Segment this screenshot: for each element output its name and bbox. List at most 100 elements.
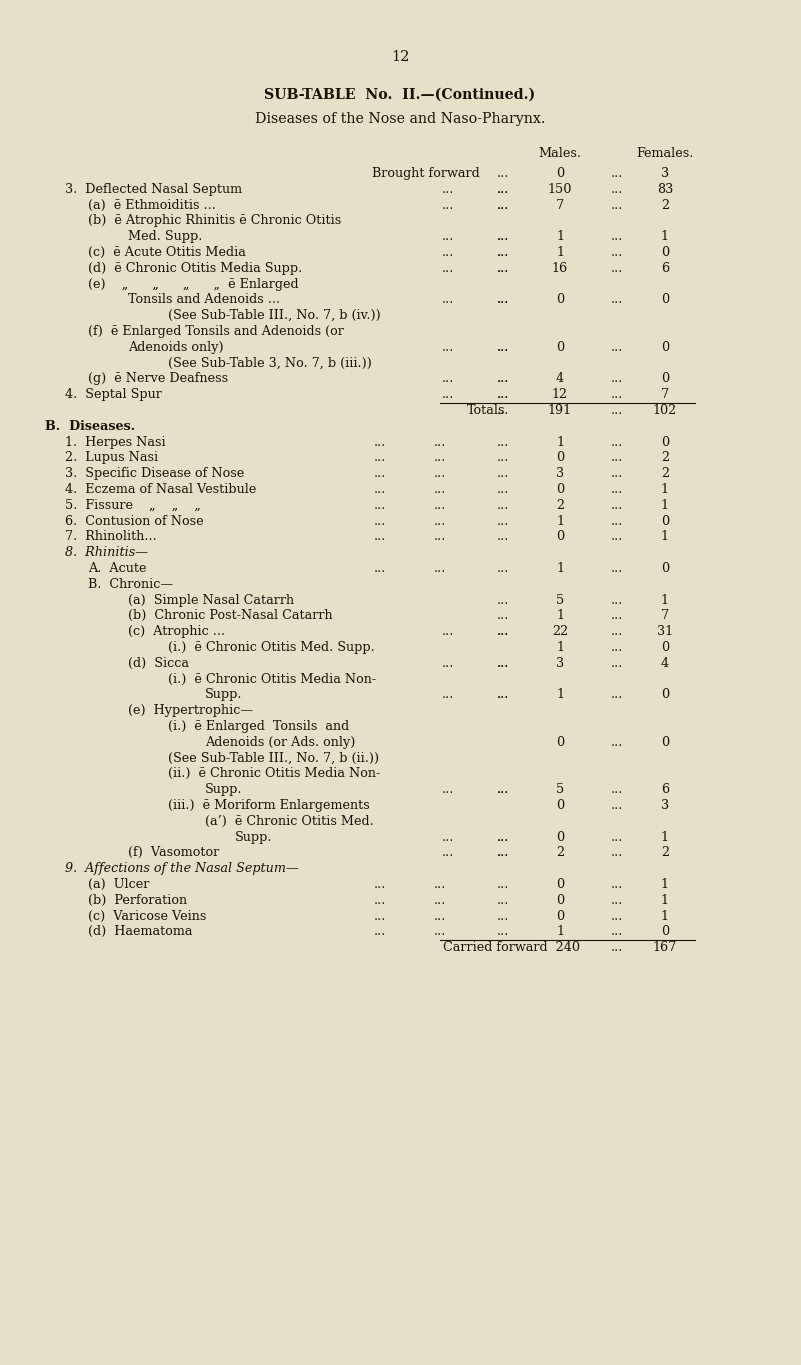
Text: ...: ... xyxy=(442,657,454,670)
Text: ...: ... xyxy=(374,909,386,923)
Text: ...: ... xyxy=(497,625,509,639)
Text: Males.: Males. xyxy=(538,147,582,160)
Text: 5.  Fissure    „    „    „: 5. Fissure „ „ „ xyxy=(65,498,201,512)
Text: ...: ... xyxy=(611,830,623,844)
Text: (i.)  ē Chronic Otitis Media Non-: (i.) ē Chronic Otitis Media Non- xyxy=(168,673,376,685)
Text: ...: ... xyxy=(497,293,509,306)
Text: (ii.)  ē Chronic Otitis Media Non-: (ii.) ē Chronic Otitis Media Non- xyxy=(168,767,380,781)
Text: 1: 1 xyxy=(556,515,564,528)
Text: ...: ... xyxy=(497,373,509,385)
Text: 0: 0 xyxy=(556,830,564,844)
Text: (a)  Simple Nasal Catarrh: (a) Simple Nasal Catarrh xyxy=(128,594,294,606)
Text: ...: ... xyxy=(611,925,623,938)
Text: 1: 1 xyxy=(556,435,564,449)
Text: 3: 3 xyxy=(556,467,564,480)
Text: (c)  ē Acute Otitis Media: (c) ē Acute Otitis Media xyxy=(88,246,246,259)
Text: ...: ... xyxy=(497,498,509,512)
Text: 3.  Specific Disease of Nose: 3. Specific Disease of Nose xyxy=(65,467,244,480)
Text: 167: 167 xyxy=(653,942,677,954)
Text: ...: ... xyxy=(497,515,509,528)
Text: ...: ... xyxy=(374,515,386,528)
Text: ...: ... xyxy=(611,246,623,259)
Text: ...: ... xyxy=(434,515,446,528)
Text: Supp.: Supp. xyxy=(205,784,243,796)
Text: 2: 2 xyxy=(661,467,669,480)
Text: ...: ... xyxy=(611,183,623,195)
Text: Adenoids (or Ads. only): Adenoids (or Ads. only) xyxy=(205,736,356,749)
Text: 1: 1 xyxy=(556,231,564,243)
Text: 0: 0 xyxy=(661,562,669,575)
Text: ...: ... xyxy=(497,562,509,575)
Text: 1: 1 xyxy=(661,909,669,923)
Text: ...: ... xyxy=(442,388,454,401)
Text: 1: 1 xyxy=(556,642,564,654)
Text: 1: 1 xyxy=(556,562,564,575)
Text: ...: ... xyxy=(374,562,386,575)
Text: (i.)  ē Enlarged  Tonsils  and: (i.) ē Enlarged Tonsils and xyxy=(168,719,349,733)
Text: ...: ... xyxy=(442,341,454,354)
Text: ...: ... xyxy=(497,167,509,180)
Text: 6: 6 xyxy=(661,262,669,274)
Text: 1: 1 xyxy=(661,894,669,906)
Text: ...: ... xyxy=(497,609,509,622)
Text: 0: 0 xyxy=(661,736,669,749)
Text: ...: ... xyxy=(611,625,623,639)
Text: ...: ... xyxy=(497,198,509,212)
Text: Carried forward  240: Carried forward 240 xyxy=(443,942,580,954)
Text: (See Sub-Table III., No. 7, b (ii.)): (See Sub-Table III., No. 7, b (ii.)) xyxy=(168,752,379,764)
Text: 1: 1 xyxy=(661,531,669,543)
Text: ...: ... xyxy=(434,483,446,495)
Text: ...: ... xyxy=(497,830,509,844)
Text: (a)  ē Ethmoiditis ...: (a) ē Ethmoiditis ... xyxy=(88,198,216,212)
Text: 1: 1 xyxy=(661,483,669,495)
Text: 0: 0 xyxy=(661,293,669,306)
Text: ...: ... xyxy=(497,846,509,860)
Text: ...: ... xyxy=(434,878,446,891)
Text: Diseases of the Nose and Naso-Pharynx.: Diseases of the Nose and Naso-Pharynx. xyxy=(255,112,545,126)
Text: 5: 5 xyxy=(556,594,564,606)
Text: 0: 0 xyxy=(661,515,669,528)
Text: 0: 0 xyxy=(556,531,564,543)
Text: 8.  Rhinitis—: 8. Rhinitis— xyxy=(65,546,148,560)
Text: ...: ... xyxy=(374,531,386,543)
Text: ...: ... xyxy=(611,799,623,812)
Text: ...: ... xyxy=(611,483,623,495)
Text: ...: ... xyxy=(611,909,623,923)
Text: 31: 31 xyxy=(657,625,673,639)
Text: ...: ... xyxy=(611,341,623,354)
Text: Adenoids only): Adenoids only) xyxy=(128,341,223,354)
Text: ...: ... xyxy=(611,515,623,528)
Text: ...: ... xyxy=(497,231,509,243)
Text: ...: ... xyxy=(374,925,386,938)
Text: ...: ... xyxy=(497,688,509,702)
Text: ...: ... xyxy=(497,846,509,860)
Text: ...: ... xyxy=(611,373,623,385)
Text: ...: ... xyxy=(611,878,623,891)
Text: 7: 7 xyxy=(661,609,669,622)
Text: ...: ... xyxy=(497,435,509,449)
Text: ...: ... xyxy=(374,452,386,464)
Text: ...: ... xyxy=(611,498,623,512)
Text: 0: 0 xyxy=(661,642,669,654)
Text: ...: ... xyxy=(442,198,454,212)
Text: (d)  ē Chronic Otitis Media Supp.: (d) ē Chronic Otitis Media Supp. xyxy=(88,262,302,274)
Text: ...: ... xyxy=(434,467,446,480)
Text: 2: 2 xyxy=(556,498,564,512)
Text: ...: ... xyxy=(611,609,623,622)
Text: 0: 0 xyxy=(556,799,564,812)
Text: 1.  Herpes Nasi: 1. Herpes Nasi xyxy=(65,435,166,449)
Text: ...: ... xyxy=(611,467,623,480)
Text: 3.  Deflected Nasal Septum: 3. Deflected Nasal Septum xyxy=(65,183,242,195)
Text: ...: ... xyxy=(442,373,454,385)
Text: ...: ... xyxy=(497,452,509,464)
Text: ...: ... xyxy=(611,198,623,212)
Text: ...: ... xyxy=(497,231,509,243)
Text: ...: ... xyxy=(442,784,454,796)
Text: 2: 2 xyxy=(661,846,669,860)
Text: ...: ... xyxy=(497,373,509,385)
Text: ...: ... xyxy=(611,531,623,543)
Text: ...: ... xyxy=(442,688,454,702)
Text: ...: ... xyxy=(611,562,623,575)
Text: 16: 16 xyxy=(552,262,568,274)
Text: ...: ... xyxy=(497,784,509,796)
